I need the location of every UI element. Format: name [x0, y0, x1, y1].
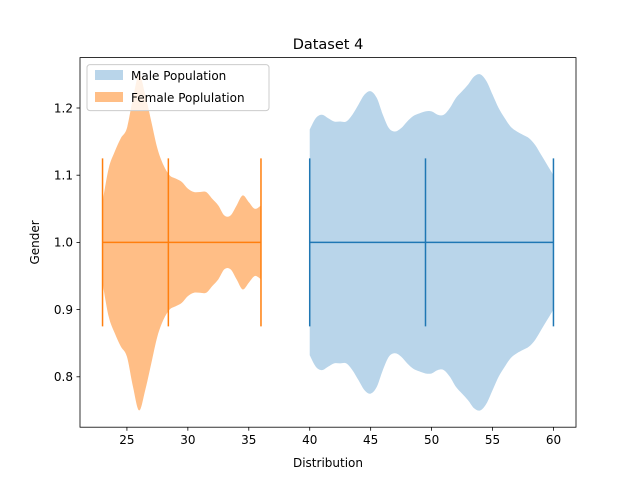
- x-tick-label: 45: [363, 433, 378, 447]
- bars-layer: [101, 158, 555, 327]
- x-tick-label: 60: [546, 433, 561, 447]
- legend-swatch-male: [95, 70, 123, 80]
- y-axis-label: Gender: [28, 220, 42, 264]
- x-tick-label: 50: [424, 433, 439, 447]
- legend: Male Population Female Poplulation: [86, 64, 270, 112]
- x-tick-label: 25: [119, 433, 134, 447]
- legend-label-female: Female Poplulation: [131, 91, 245, 105]
- y-tick-label: 1.2: [54, 101, 73, 115]
- x-axis-label: Distribution: [293, 456, 363, 470]
- x-tick-label: 55: [485, 433, 500, 447]
- legend-frame: [86, 64, 270, 112]
- x-tick-label: 40: [302, 433, 317, 447]
- x-tick-label: 30: [180, 433, 195, 447]
- chart-title: Dataset 4: [293, 37, 364, 53]
- y-tick-label: 0.8: [54, 370, 73, 384]
- legend-swatch-female: [95, 92, 123, 102]
- y-tick-label: 1.1: [54, 169, 73, 183]
- x-tick-label: 35: [241, 433, 256, 447]
- y-tick-label: 0.9: [54, 303, 73, 317]
- y-tick-label: 1.0: [54, 236, 73, 250]
- y-ticks: 0.8 0.9 1.0 1.1 1.2: [54, 101, 80, 384]
- legend-label-male: Male Population: [131, 69, 226, 83]
- x-ticks: 25 30 35 40 45 50 55 60: [119, 427, 561, 447]
